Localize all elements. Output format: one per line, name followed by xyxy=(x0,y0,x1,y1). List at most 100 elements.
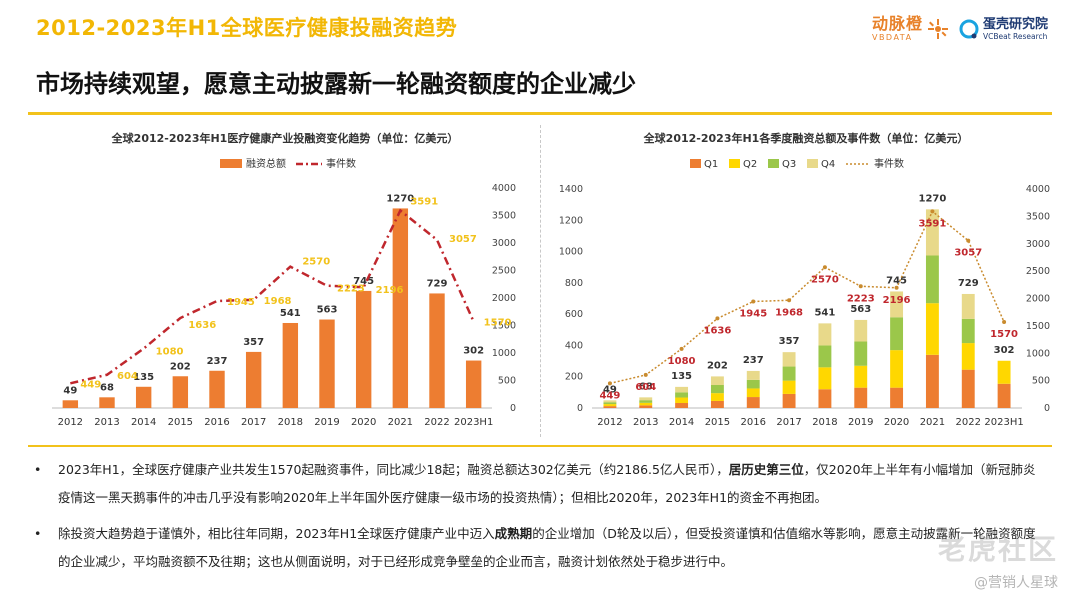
right-stack-q4 xyxy=(961,293,975,319)
left-events-label: 3591 xyxy=(410,196,438,207)
right-stack-q2 xyxy=(961,343,975,370)
note-2: • 除投资大趋势趋于谨慎外，相比往年同期，2023年H1全球医疗健康产业中迈入成… xyxy=(34,520,1044,576)
left-bar-label: 729 xyxy=(427,278,448,289)
left-events-label: 1945 xyxy=(227,297,255,308)
logos: 动脉橙 VBDATA 蛋壳研究院 VCBeat Research xyxy=(872,12,1048,46)
notes: • 2023年H1，全球医疗健康产业共发生1570起融资事件，同比减少18起；融… xyxy=(34,456,1044,584)
left-x-label: 2013 xyxy=(94,417,119,428)
right-stack-q2 xyxy=(603,404,617,407)
watermark: 老虎社区 xyxy=(937,533,1058,566)
right-total-label: 135 xyxy=(671,371,692,382)
right-left-tick: 1400 xyxy=(559,184,583,195)
right-x-label: 2022 xyxy=(956,417,981,428)
right-events-label: 1945 xyxy=(739,309,767,320)
right-right-tick: 0 xyxy=(1044,403,1050,414)
right-x-label: 2014 xyxy=(669,417,694,428)
note-text: ，仅2020年上半年有小幅增加（新冠肺炎疫情这一黑天鹅事件的冲击几乎没有影响20… xyxy=(58,462,1036,505)
right-stack-q4 xyxy=(782,352,796,367)
right-left-tick: 1000 xyxy=(559,247,583,258)
vcbeat-egg-icon xyxy=(959,19,979,39)
left-events-label: 3057 xyxy=(449,234,477,245)
left-bar xyxy=(465,360,482,408)
right-x-label: 2013 xyxy=(633,417,658,428)
right-right-tick: 500 xyxy=(1032,376,1050,387)
left-x-label: 2015 xyxy=(168,417,193,428)
right-stack-q1 xyxy=(997,383,1011,408)
right-stack-q1 xyxy=(639,405,653,408)
left-chart-title: 全球2012-2023年H1医疗健康产业投融资变化趋势（单位：亿美元） xyxy=(111,131,459,145)
right-events-label: 2196 xyxy=(883,295,911,306)
legend-label-q2: Q2 xyxy=(743,159,757,170)
right-x-label: 2016 xyxy=(741,417,766,428)
note-bullet: • xyxy=(34,526,42,541)
left-bar-label: 49 xyxy=(63,385,77,396)
left-x-label: 2020 xyxy=(351,417,376,428)
right-events-label: 2570 xyxy=(811,274,839,285)
right-events-point xyxy=(715,316,720,321)
right-stack-q4 xyxy=(854,319,868,342)
right-total-label: 729 xyxy=(958,278,979,289)
right-stack-q1 xyxy=(675,402,689,408)
right-stack-q3 xyxy=(639,400,653,403)
left-bar xyxy=(172,376,189,408)
left-bar-label: 1270 xyxy=(386,193,414,204)
right-events-label: 1636 xyxy=(703,325,731,336)
watermark-credit: @营销人星球 xyxy=(974,575,1058,591)
vbdata-logo-cn: 动脉橙 xyxy=(871,14,923,33)
right-events-line xyxy=(609,210,1005,385)
right-stack-q1 xyxy=(746,397,760,408)
notes-divider xyxy=(28,445,1052,447)
right-total-label: 563 xyxy=(850,304,871,315)
right-events-label: 449 xyxy=(599,390,620,401)
right-stack-q4 xyxy=(746,370,760,380)
right-left-tick: 400 xyxy=(565,340,583,351)
right-stack-q2 xyxy=(710,393,724,401)
legend-swatch-q2 xyxy=(729,159,740,168)
note-bold: 成熟期 xyxy=(494,526,533,541)
right-stack-q1 xyxy=(603,406,617,408)
legend-label-events: 事件数 xyxy=(874,157,904,170)
legend-label-events: 事件数 xyxy=(326,157,356,170)
right-stack-q3 xyxy=(854,341,868,366)
right-stack-q3 xyxy=(961,318,975,344)
right-stack-q3 xyxy=(818,345,832,368)
left-bar xyxy=(62,400,79,408)
right-total-label: 302 xyxy=(994,345,1015,356)
left-x-label: 2019 xyxy=(314,417,339,428)
left-right-tick: 3000 xyxy=(492,238,516,249)
right-right-tick: 2500 xyxy=(1026,266,1050,277)
right-chart-title: 全球2012-2023年H1各季度融资总额及事件数（单位：亿美元） xyxy=(643,131,969,145)
right-stack-q2 xyxy=(639,402,653,406)
left-events-label: 2196 xyxy=(376,285,404,296)
right-stack-q3 xyxy=(890,317,904,351)
right-events-point xyxy=(858,284,863,289)
left-right-tick: 500 xyxy=(498,376,516,387)
left-bar-label: 68 xyxy=(100,382,114,393)
right-x-label: 2018 xyxy=(812,417,837,428)
right-stack-q3 xyxy=(782,366,796,381)
left-bar xyxy=(319,319,335,408)
right-total-label: 1270 xyxy=(918,193,946,204)
left-bar xyxy=(245,351,262,408)
left-bar-label: 202 xyxy=(170,361,191,372)
left-x-label: 2018 xyxy=(278,417,303,428)
left-bar xyxy=(135,386,152,408)
left-events-label: 604 xyxy=(117,371,138,382)
right-total-label: 745 xyxy=(886,275,907,286)
left-right-tick: 0 xyxy=(510,403,516,414)
right-events-point xyxy=(822,265,827,270)
legend-label-q4: Q4 xyxy=(821,159,835,170)
right-stack-q1 xyxy=(782,393,796,408)
right-events-point xyxy=(930,209,935,214)
left-events-label: 449 xyxy=(80,379,101,390)
left-x-label: 2023H1 xyxy=(454,417,493,428)
note-text: 2023年H1，全球医疗健康产业共发生1570起融资事件，同比减少18起；融资总… xyxy=(58,462,729,477)
left-bar-label: 302 xyxy=(463,346,484,357)
right-total-label: 202 xyxy=(707,360,728,371)
legend-swatch-amount xyxy=(220,159,242,168)
left-right-tick: 2000 xyxy=(492,293,516,304)
right-stack-q2 xyxy=(818,367,832,390)
right-total-label: 357 xyxy=(779,336,800,347)
right-stack-q1 xyxy=(818,389,832,408)
left-x-label: 2014 xyxy=(131,417,156,428)
